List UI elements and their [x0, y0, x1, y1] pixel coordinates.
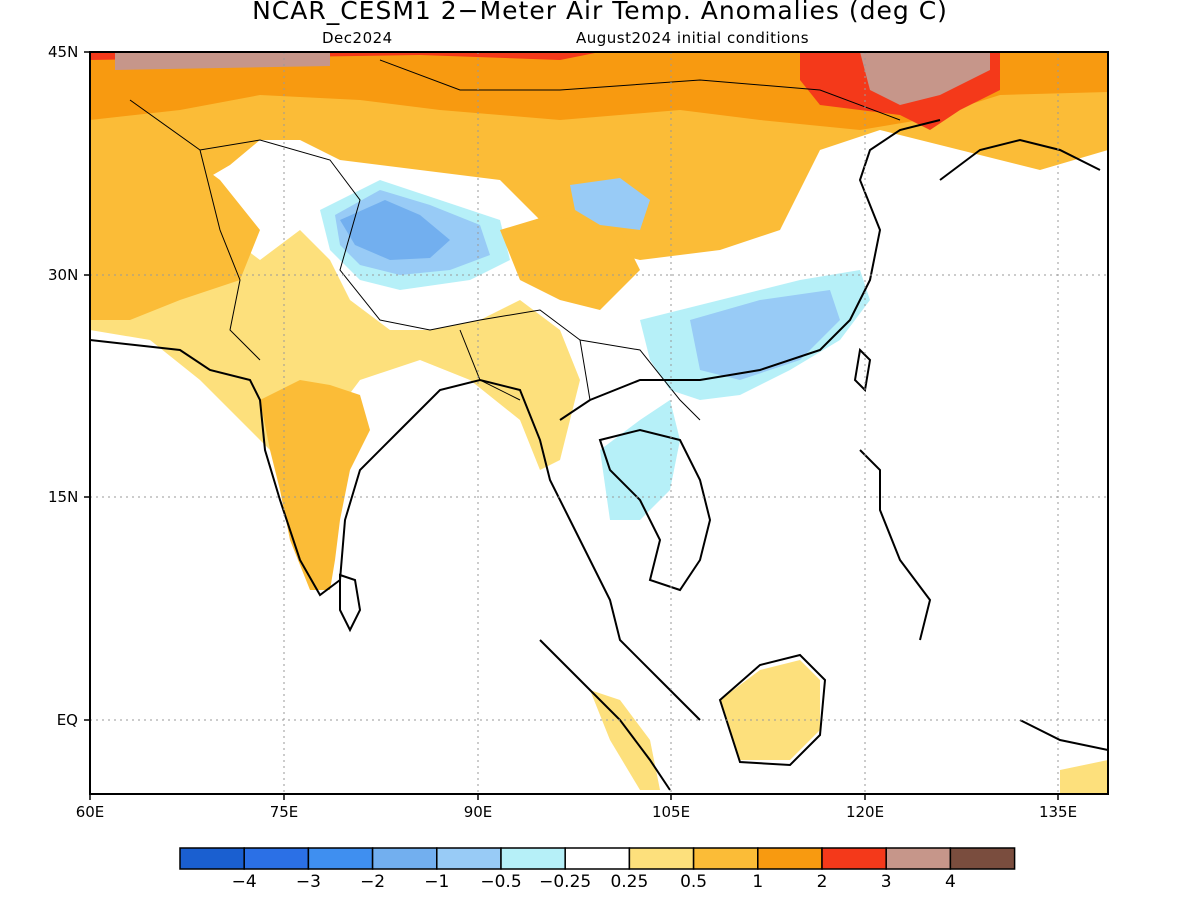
anomaly-region-light-blue-indochina: [600, 400, 680, 520]
anomaly-region-orange-china-interior: [500, 215, 640, 310]
colorbar-label: 0.25: [610, 872, 649, 892]
lat-tick-30n: 30N: [48, 266, 79, 284]
colorbar-label: −4: [231, 872, 257, 892]
forecast-month: Dec2024: [322, 29, 393, 47]
colorbar-label: 1: [752, 872, 764, 892]
lon-tick-90e: 90E: [463, 803, 493, 821]
colorbar-swatch: [307, 847, 374, 870]
anomaly-region-blue-qaidam: [570, 178, 650, 230]
colorbar-swatch: [885, 847, 952, 870]
colorbar-label: 3: [880, 872, 892, 892]
colorbar-label: 0.5: [680, 872, 708, 892]
lat-tick-45n: 45N: [48, 43, 79, 61]
country-borders: [129, 59, 901, 421]
colorbar-swatch: [500, 847, 566, 870]
lon-tick-135e: 135E: [1038, 803, 1078, 821]
colorbar-swatch: [757, 847, 823, 870]
anomaly-region-mid-blue-tibet: [340, 200, 450, 260]
anomaly-region-blue-china: [690, 290, 840, 380]
colorbar-swatch: [564, 847, 631, 870]
anomaly-region-rose-northwest: [115, 52, 330, 70]
initial-conditions: August2024 initial conditions: [576, 29, 810, 47]
anomaly-region-orange-india: [260, 380, 370, 590]
colorbar-label: −2: [360, 872, 386, 892]
colorbar-label: 2: [816, 872, 828, 892]
lon-tick-75e: 75E: [269, 803, 299, 821]
lon-tick-60e: 60E: [75, 803, 105, 821]
lat-tick-15n: 15N: [48, 488, 79, 506]
colorbar-swatch: [243, 847, 310, 870]
colorbar-swatch: [692, 847, 759, 870]
colorbar-label: −1: [424, 872, 450, 892]
map-title: NCAR_CESM1 2−Meter Air Temp. Anomalies (…: [252, 0, 948, 25]
colorbar: [179, 847, 1016, 870]
colorbar-swatch: [628, 847, 695, 870]
anomaly-region-orange-iran: [90, 150, 260, 320]
colorbar-swatch: [821, 847, 887, 870]
colorbar-label: 4: [944, 872, 956, 892]
colorbar-swatch: [179, 847, 245, 870]
graticule: [90, 52, 1108, 794]
anomaly-region-sumatra: [590, 690, 660, 790]
colorbar-label: −3: [295, 872, 321, 892]
anomaly-region-new-guinea: [1060, 760, 1108, 794]
lon-tick-105e: 105E: [651, 803, 691, 821]
colorbar-label: −0.5: [480, 872, 522, 892]
anomaly-region-borneo: [720, 660, 820, 760]
tick-marks: [84, 51, 1059, 800]
colorbar-swatch: [371, 847, 438, 870]
anomaly-region-rose-northeast: [860, 52, 990, 105]
lon-tick-120e: 120E: [845, 803, 885, 821]
lat-tick-eq: EQ: [56, 711, 78, 729]
colorbar-swatch: [949, 847, 1016, 870]
colorbar-swatch: [436, 847, 502, 870]
map-frame: [89, 51, 1109, 795]
colorbar-label: −0.25: [539, 872, 592, 892]
